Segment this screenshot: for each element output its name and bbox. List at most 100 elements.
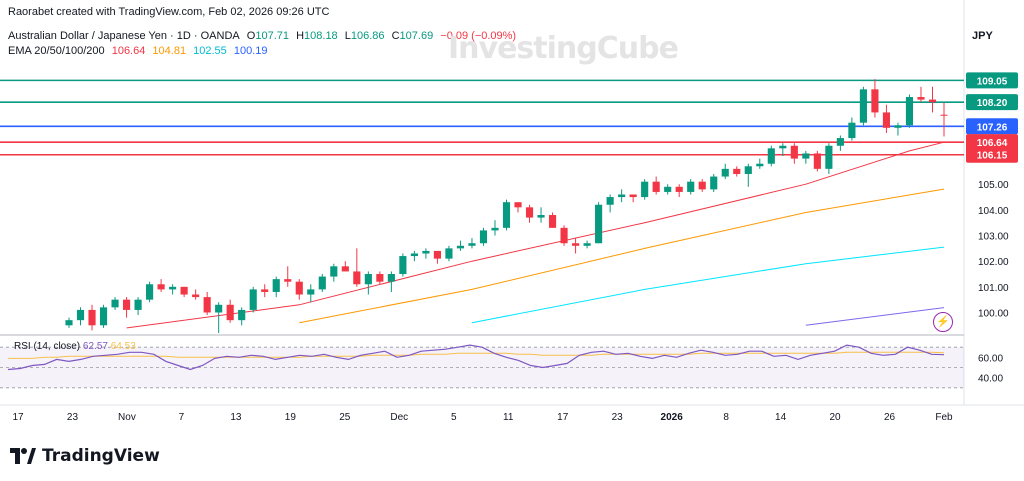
candle-body: [664, 186, 672, 192]
candle-body: [192, 294, 200, 298]
level-price-tag: [966, 134, 1018, 151]
candle-body: [157, 284, 165, 290]
level-price-label: 109.05: [977, 76, 1008, 87]
candle-body: [859, 89, 867, 123]
level-price-label: 108.20: [977, 98, 1008, 109]
x-tick-label: Dec: [390, 412, 408, 423]
ema-info: EMA 20/50/100/200 106.64 104.81 102.55 1…: [8, 45, 272, 57]
candle-body: [756, 163, 764, 167]
candle-body: [318, 276, 326, 290]
watermark: InvestingCube: [448, 31, 679, 66]
level-price-tag: [966, 72, 1018, 89]
candle-body: [641, 181, 649, 198]
candle-body: [710, 176, 718, 190]
ema50-value: 104.81: [152, 45, 187, 57]
ema50-line: [299, 188, 945, 324]
flash-icon[interactable]: ⚡: [933, 312, 953, 332]
candle-body: [618, 194, 626, 198]
candle-body: [583, 243, 591, 246]
currency-label: JPY: [972, 30, 993, 42]
candle-body: [88, 309, 96, 326]
candle-body: [675, 186, 683, 192]
x-tick-label: 19: [285, 412, 297, 423]
candle-body: [272, 279, 280, 292]
candle-body: [572, 243, 580, 246]
ema100-value: 102.55: [193, 45, 227, 57]
candle-body: [249, 289, 257, 310]
x-tick-label: 23: [67, 412, 79, 423]
candle-body: [721, 168, 729, 177]
x-tick-label: 20: [829, 412, 841, 423]
candle-body: [468, 243, 476, 246]
y-tick-label: 102.00: [978, 257, 1009, 268]
candle-body: [813, 153, 821, 169]
candle-body: [376, 274, 384, 282]
ema200-line: [805, 307, 945, 326]
candle-body: [65, 320, 73, 326]
candle-body: [928, 99, 937, 103]
candle-body: [894, 125, 902, 128]
candle-body: [502, 202, 511, 228]
candle-body: [295, 281, 303, 295]
candle-body: [548, 215, 557, 228]
candle-body: [871, 89, 879, 113]
candle-body: [744, 166, 752, 174]
candle-body: [629, 194, 637, 198]
candle-body: [733, 168, 741, 174]
candle-body: [848, 122, 856, 139]
candle-body: [169, 286, 177, 290]
tradingview-logo[interactable]: TradingView: [10, 446, 160, 466]
candle-body: [410, 253, 418, 257]
candle-body: [215, 304, 223, 313]
x-tick-label: 23: [612, 412, 624, 423]
x-tick-label: 5: [451, 412, 457, 423]
x-tick-label: 17: [557, 412, 569, 423]
x-tick-label: 11: [503, 412, 514, 423]
rsi-ma-value: 64.53: [110, 341, 136, 352]
candle-body: [491, 227, 499, 231]
candle-body: [456, 245, 465, 249]
x-tick-label: 2026: [661, 412, 684, 423]
candle-body: [825, 145, 833, 169]
ohlc-close: C107.69: [391, 30, 434, 42]
candle-body: [203, 297, 211, 313]
candle-body: [767, 148, 775, 164]
rsi-ma-line: [8, 351, 945, 359]
x-tick-label: 26: [884, 412, 896, 423]
candle-body: [353, 271, 361, 285]
candle-body: [537, 215, 545, 218]
candle-body: [341, 266, 349, 272]
candle-body: [364, 274, 372, 285]
y-tick-label: 101.00: [978, 283, 1009, 294]
candle-body: [238, 309, 246, 321]
level-price-label: 106.64: [977, 138, 1008, 149]
candle-body: [905, 97, 914, 126]
ema20-value: 106.64: [111, 45, 146, 57]
candle-body: [479, 230, 488, 244]
candle-body: [687, 181, 695, 192]
candle-body: [595, 204, 603, 244]
candle-body: [422, 250, 430, 254]
x-tick-label: 14: [775, 412, 787, 423]
candle-body: [836, 138, 844, 146]
candle-body: [111, 299, 119, 308]
x-tick-label: 17: [12, 412, 24, 423]
rsi-line: [7, 344, 945, 371]
x-tick-label: 13: [230, 412, 242, 423]
candle-body: [146, 284, 154, 300]
level-price-tag: [966, 94, 1018, 111]
candle-body: [802, 153, 810, 159]
level-price-tag: [966, 146, 1018, 163]
candle-body: [525, 207, 534, 218]
candle-body: [261, 289, 269, 292]
candle-body: [940, 114, 948, 116]
rsi-tick-label: 60.00: [978, 353, 1003, 364]
x-tick-label: 8: [723, 412, 729, 423]
candle-body: [790, 145, 798, 159]
level-price-label: 107.26: [977, 122, 1008, 133]
ohlc-high: H108.18: [296, 30, 338, 42]
ohlc-open: O107.71: [246, 30, 290, 42]
rsi-label: RSI (14, close) 62.57 64.53: [14, 341, 136, 352]
candle-body: [284, 279, 292, 282]
